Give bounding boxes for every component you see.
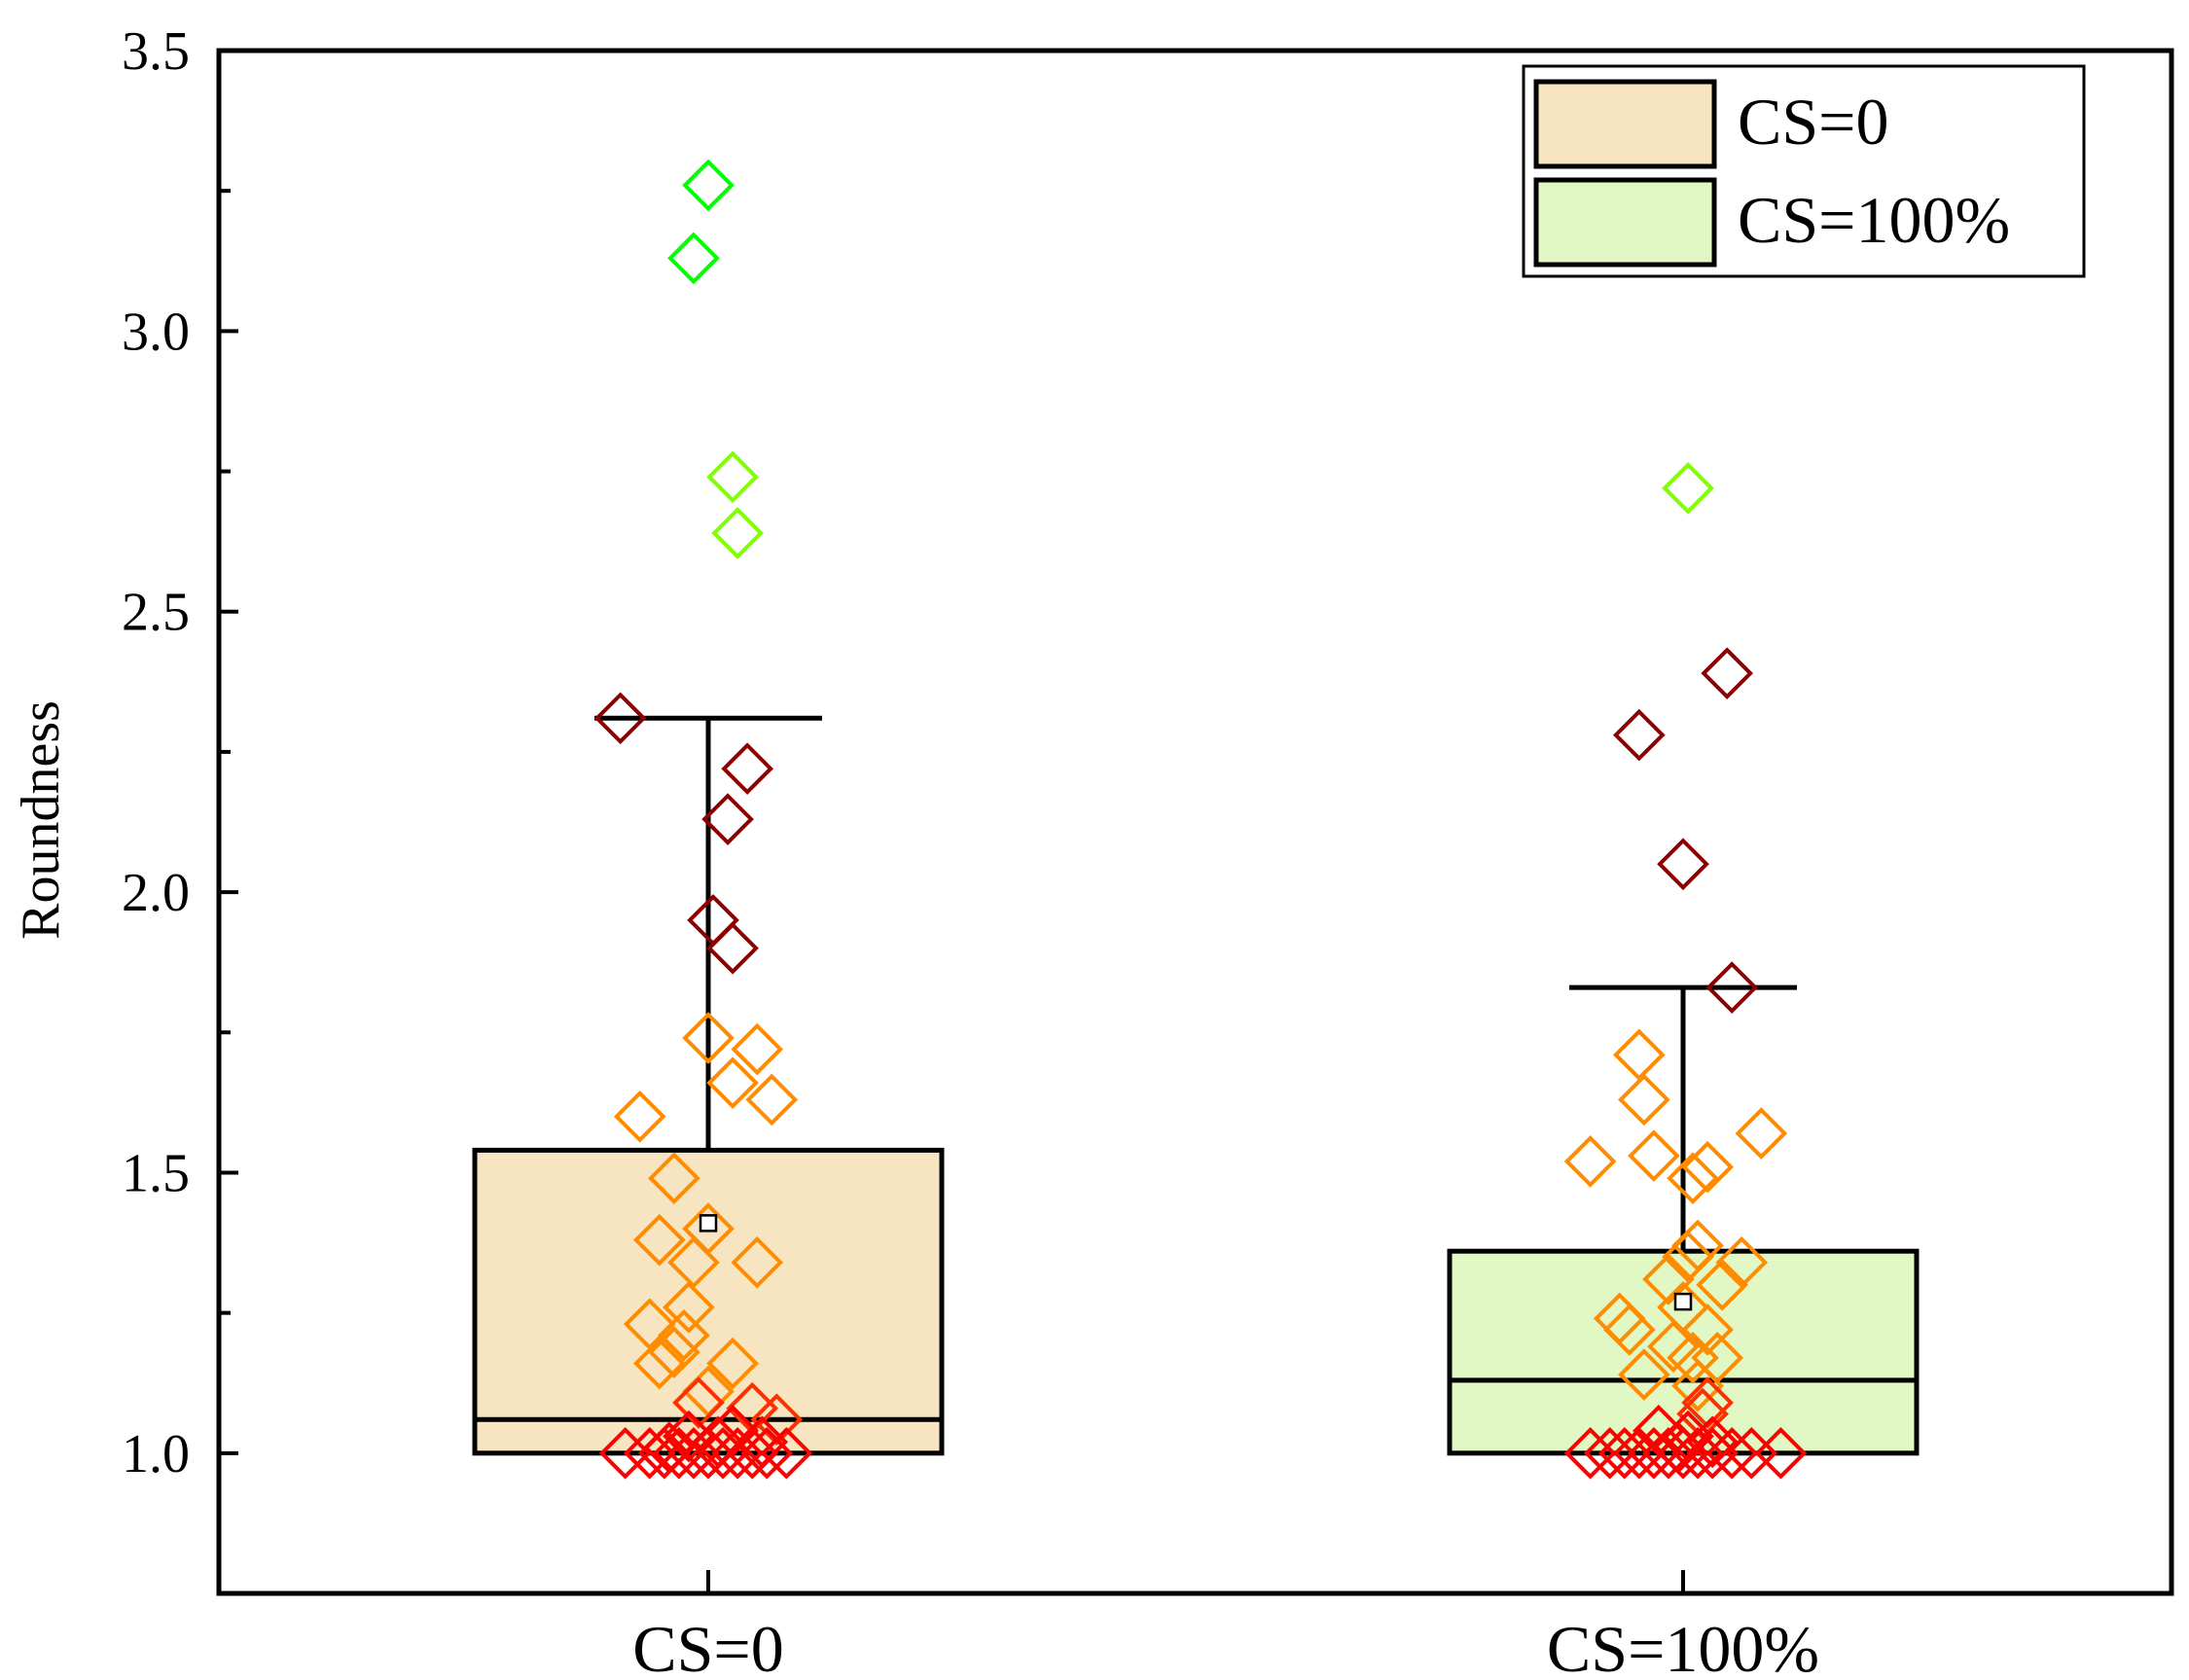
data-point bbox=[1612, 1028, 1666, 1082]
data-point bbox=[632, 1337, 686, 1390]
x-tick-label: CS=0 bbox=[632, 1612, 784, 1680]
data-point bbox=[667, 1235, 720, 1289]
points-cs-100 bbox=[1563, 462, 1808, 1480]
means-layer bbox=[699, 1214, 1693, 1311]
data-point bbox=[1563, 1135, 1617, 1188]
mean-marker bbox=[699, 1214, 718, 1233]
data-point bbox=[613, 1090, 666, 1143]
y-tick-label: 2.0 bbox=[122, 863, 190, 923]
data-point bbox=[731, 1235, 784, 1289]
data-point bbox=[1696, 1258, 1748, 1311]
data-point bbox=[1715, 1235, 1769, 1289]
data-point bbox=[711, 507, 764, 559]
data-point bbox=[1612, 708, 1666, 762]
data-point bbox=[740, 1426, 794, 1480]
data-points-layer bbox=[593, 159, 1808, 1480]
data-point bbox=[632, 1213, 686, 1267]
data-point bbox=[1667, 1331, 1719, 1384]
data-point bbox=[731, 1022, 784, 1076]
data-point bbox=[726, 1426, 779, 1480]
data-point bbox=[706, 921, 759, 975]
y-axis-label: Roundness bbox=[11, 700, 71, 940]
data-point bbox=[1618, 1348, 1670, 1401]
data-point bbox=[1705, 1426, 1759, 1480]
legend-label: CS=0 bbox=[1738, 85, 1889, 159]
data-point bbox=[1681, 1304, 1734, 1356]
data-point bbox=[721, 742, 773, 796]
plot-frame bbox=[216, 48, 2174, 1596]
data-point bbox=[1754, 1426, 1808, 1480]
data-point bbox=[1662, 1231, 1714, 1283]
data-point bbox=[1618, 1073, 1670, 1126]
data-point bbox=[1642, 1253, 1695, 1305]
data-point bbox=[658, 1308, 710, 1362]
box-cs-0 bbox=[472, 715, 945, 1456]
points-cs-0 bbox=[593, 159, 813, 1480]
data-point bbox=[760, 1426, 813, 1480]
legend-swatch bbox=[1533, 79, 1717, 169]
y-tick-label: 1.0 bbox=[122, 1424, 190, 1484]
data-point bbox=[667, 232, 720, 285]
data-point bbox=[1657, 838, 1709, 891]
data-point bbox=[663, 1281, 715, 1334]
y-tick-label: 3.5 bbox=[122, 21, 190, 82]
legend-label: CS=100% bbox=[1738, 183, 2010, 257]
plot-area bbox=[216, 48, 2174, 1596]
data-point bbox=[687, 894, 739, 947]
data-point bbox=[1628, 1129, 1680, 1182]
data-point bbox=[1662, 462, 1714, 515]
data-point bbox=[1671, 1426, 1724, 1480]
data-point bbox=[598, 1426, 652, 1480]
data-point bbox=[682, 1012, 735, 1064]
data-point bbox=[672, 1376, 725, 1429]
data-point bbox=[682, 159, 735, 212]
x-tick-label: CS=100% bbox=[1547, 1612, 1819, 1680]
y-tick-label: 1.5 bbox=[122, 1143, 190, 1203]
mean-marker bbox=[1673, 1292, 1693, 1311]
data-point bbox=[1686, 1426, 1739, 1480]
data-point bbox=[1705, 961, 1759, 1014]
data-point bbox=[648, 1152, 700, 1205]
data-point bbox=[593, 692, 647, 745]
data-point bbox=[1735, 1107, 1788, 1160]
data-point bbox=[750, 1393, 804, 1447]
data-point bbox=[1671, 1359, 1724, 1412]
box-cs-100 bbox=[1447, 984, 1920, 1456]
data-point bbox=[1602, 1304, 1656, 1356]
data-point bbox=[1701, 647, 1754, 699]
data-point bbox=[1667, 1152, 1719, 1205]
data-point bbox=[648, 1326, 700, 1378]
data-point bbox=[1681, 1140, 1734, 1194]
data-point bbox=[1563, 1426, 1617, 1480]
y-tick-label: 3.0 bbox=[122, 302, 190, 362]
axes-layer: 1.0 1.5 2.0 2.5 3.0 3.5 CS=0 CS=100% bbox=[122, 21, 1819, 1680]
data-point bbox=[706, 1337, 759, 1390]
legend-swatch bbox=[1533, 177, 1717, 268]
data-point bbox=[706, 450, 759, 504]
data-point bbox=[706, 1056, 759, 1110]
legend: CS=0 CS=100% bbox=[1522, 64, 2086, 278]
y-tick-label: 2.5 bbox=[122, 583, 190, 643]
data-point bbox=[701, 793, 754, 845]
data-point bbox=[745, 1073, 799, 1126]
